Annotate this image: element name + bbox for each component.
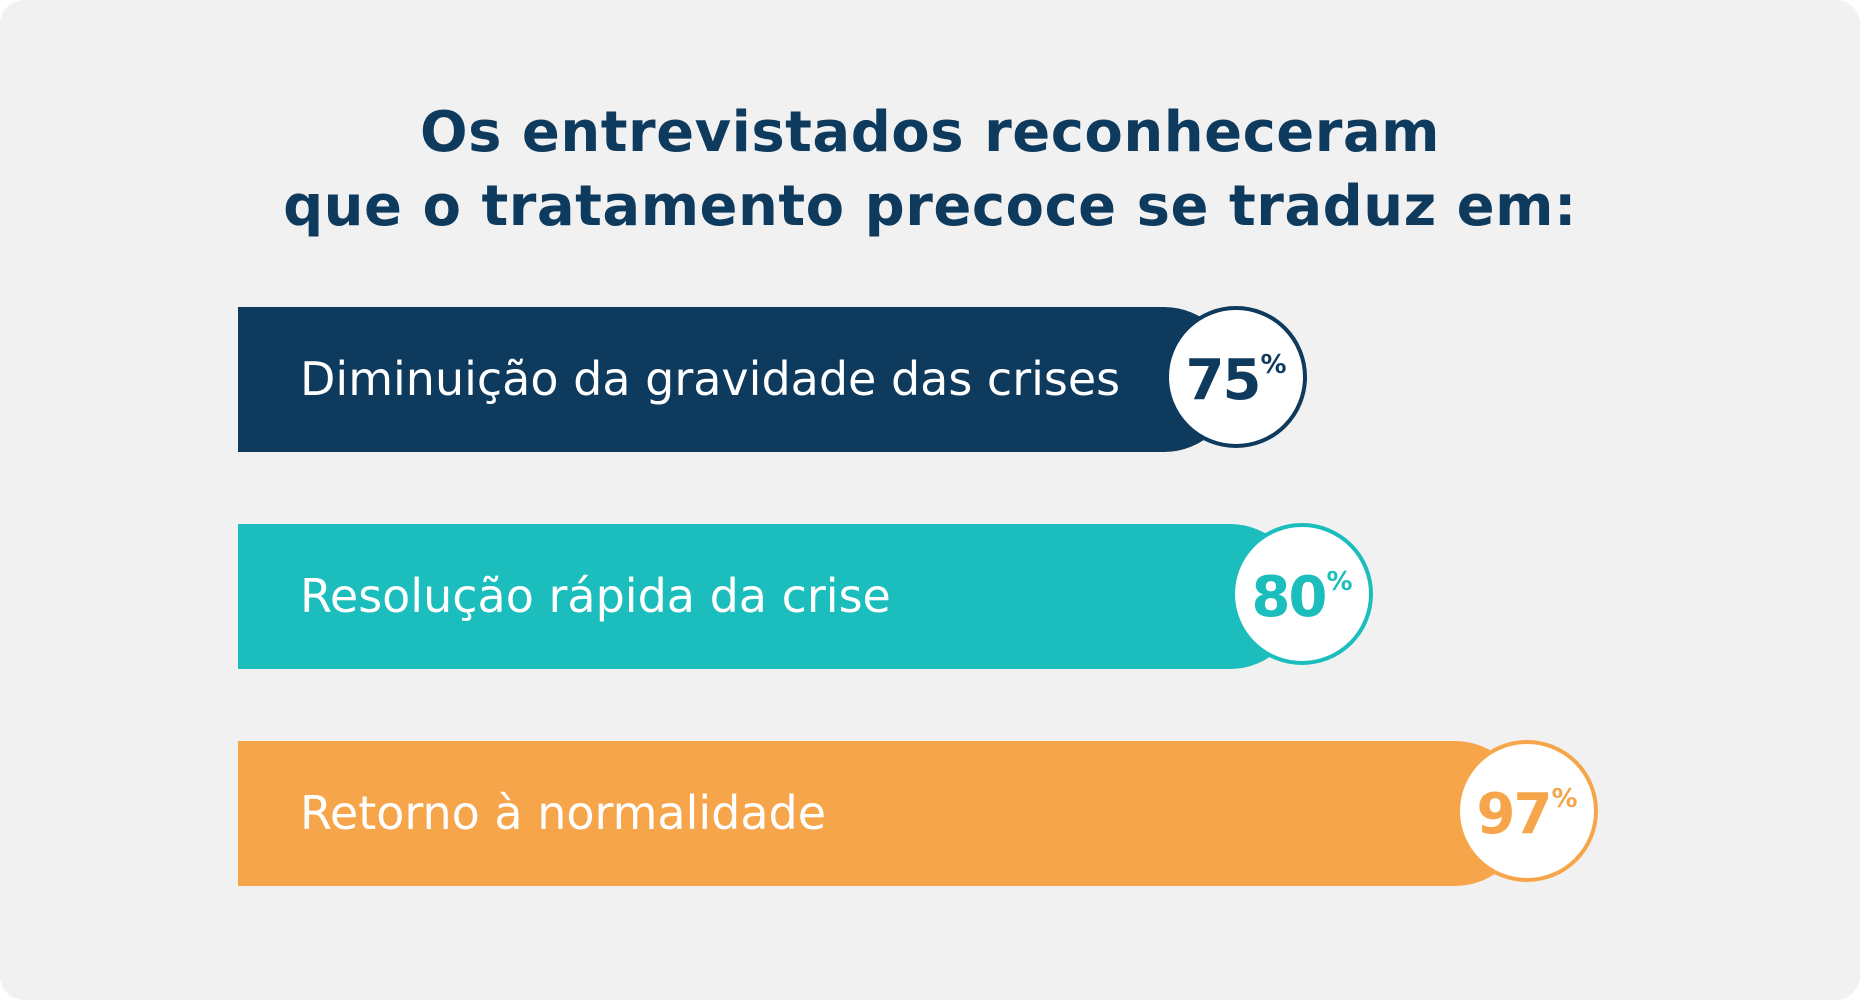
bar-2: Retorno à normalidade 97 % (238, 740, 1598, 886)
title-line-2: que o tratamento precoce se traduz em: (283, 174, 1577, 239)
bar-label-2: Retorno à normalidade (300, 786, 827, 840)
percent-sign-2: % (1551, 784, 1578, 814)
percent-sign-1: % (1326, 567, 1353, 597)
bar-0: Diminuição da gravidade das crises 75 % (238, 306, 1307, 452)
chart-title: Os entrevistados reconheceram que o trat… (0, 96, 1860, 244)
value-label-2: 97 (1476, 782, 1553, 847)
bar-1: Resolução rápida da crise 80 % (238, 523, 1373, 669)
value-badge-1: 80 % (1231, 523, 1373, 665)
bar-label-0: Diminuição da gravidade das crises (300, 352, 1121, 406)
bar-label-1: Resolução rápida da crise (300, 569, 891, 623)
value-badge-0: 75 % (1165, 306, 1307, 448)
value-label-1: 80 (1251, 565, 1328, 630)
title-line-1: Os entrevistados reconheceram (419, 100, 1441, 165)
value-badge-2: 97 % (1456, 740, 1598, 882)
percent-sign-0: % (1260, 350, 1287, 380)
value-label-0: 75 (1185, 348, 1262, 413)
